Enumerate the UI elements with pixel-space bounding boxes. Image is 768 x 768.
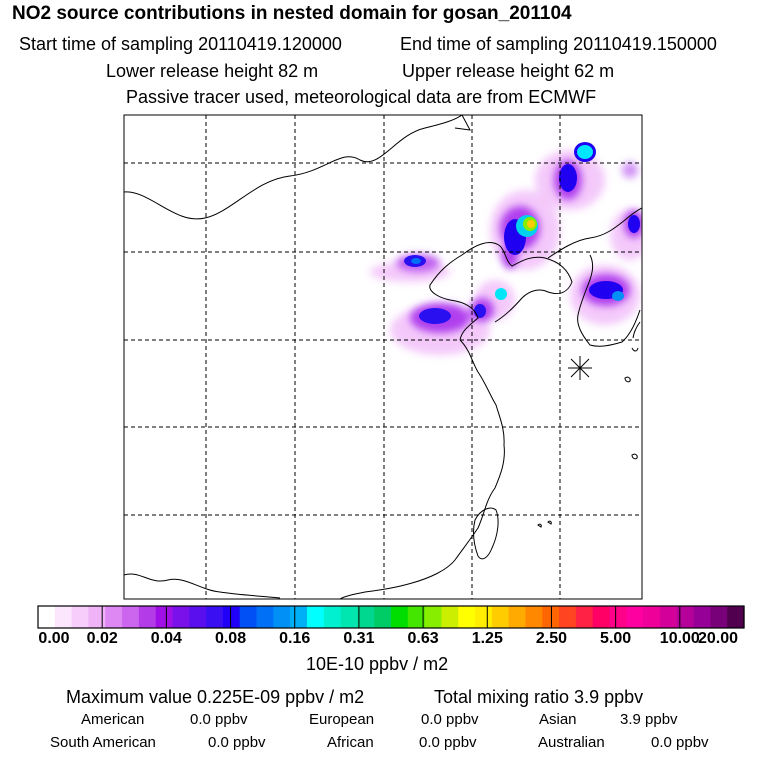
- region-african-label: African: [327, 734, 374, 751]
- colorbar-swatch: [424, 606, 443, 628]
- colorbar-frame: [37, 605, 745, 629]
- colorbar-swatch: [676, 606, 695, 628]
- region-south-american-value: 0.0 ppbv: [208, 734, 266, 751]
- total-mixing-ratio-label: Total mixing ratio 3.9 ppbv: [434, 687, 644, 707]
- colorbar-swatch: [458, 606, 476, 628]
- colorbar-swatch: [525, 606, 543, 628]
- colorbar-swatch: [323, 606, 342, 628]
- colorbar-swatch: [122, 606, 140, 628]
- colorbar-tick-label: 0.16: [279, 630, 311, 647]
- colorbar-swatch: [54, 606, 73, 628]
- colorbar-swatch: [559, 606, 577, 628]
- colorbar-swatch: [172, 606, 190, 628]
- region-american-value: 0.0 ppbv: [190, 711, 248, 728]
- colorbar-tick-label: 0.08: [214, 630, 247, 647]
- region-american-label: American: [81, 711, 145, 728]
- colorbar-tick-label: 5.00: [600, 630, 632, 647]
- colorbar-swatch: [189, 606, 207, 628]
- coastline-outline: [124, 115, 642, 599]
- colorbar-swatch: [340, 606, 358, 628]
- colorbar-dividers: [101, 606, 681, 628]
- upper-release-height-label: Upper release height 62 m: [402, 61, 615, 81]
- colorbar-swatch: [475, 606, 493, 628]
- lower-release-height-label: Lower release height 82 m: [106, 61, 319, 81]
- colorbar-swatch: [357, 606, 375, 628]
- colorbar-swatch: [508, 606, 527, 628]
- colorbar-units-label: 10E-10 ppbv / m2: [306, 654, 449, 674]
- colorbar-swatch: [626, 606, 644, 628]
- map-frame: [123, 114, 643, 600]
- colorbar-swatch: [273, 606, 291, 628]
- colorbar-swatch: [239, 606, 258, 628]
- colorbar-swatch: [727, 606, 745, 628]
- region-asian-value: 3.9 ppbv: [620, 711, 678, 728]
- colorbar-swatch: [592, 606, 611, 628]
- maximum-value-label: Maximum value 0.225E-09 ppbv / m2: [66, 687, 365, 707]
- region-asian-label: Asian: [539, 711, 577, 728]
- colorbar-swatch: [306, 606, 325, 628]
- receptor-star-icon: [568, 356, 592, 380]
- start-time-label: Start time of sampling 20110419.120000: [19, 34, 342, 54]
- colorbar-tick-label: 2.50: [535, 630, 568, 647]
- colorbar-swatch: [38, 606, 56, 628]
- colorbar-swatch: [138, 606, 157, 628]
- region-european-label: European: [309, 711, 375, 728]
- colorbar-swatch: [256, 606, 274, 628]
- region-african-value: 0.0 ppbv: [419, 734, 477, 751]
- region-european-value: 0.0 ppbv: [421, 711, 479, 728]
- colorbar-tick-label: 0.31: [343, 630, 375, 647]
- region-south-american-label: South American: [50, 734, 156, 751]
- colorbar-tick-label: 0.04: [150, 630, 182, 647]
- end-time-label: End time of sampling 20110419.150000: [400, 34, 717, 54]
- colorbar-swatch: [206, 606, 224, 628]
- colorbar-swatch: [575, 606, 594, 628]
- colorbar-swatch: [290, 606, 308, 628]
- colorbar-swatch: [105, 606, 123, 628]
- tracer-note-label: Passive tracer used, meteorological data…: [126, 87, 597, 107]
- colorbar-swatch: [441, 606, 459, 628]
- colorbar-swatch: [407, 606, 426, 628]
- colorbar-swatch: [222, 606, 241, 628]
- colorbar-tick-label: 0.02: [86, 630, 118, 647]
- region-australian-label: Australian: [538, 734, 605, 751]
- colorbar-swatch: [374, 606, 392, 628]
- colorbar-tick-label: 0.00: [38, 630, 70, 647]
- colorbar: [38, 606, 745, 628]
- colorbar-swatch: [643, 606, 661, 628]
- concentration-plume: [370, 142, 642, 355]
- graticule-grid: [124, 115, 642, 599]
- colorbar-tick-label: 20.00: [697, 630, 739, 647]
- colorbar-swatch: [155, 606, 174, 628]
- colorbar-swatch: [88, 606, 106, 628]
- colorbar-swatch: [609, 606, 627, 628]
- region-australian-value: 0.0 ppbv: [651, 734, 709, 751]
- colorbar-tick-label: 10.00: [659, 630, 700, 647]
- colorbar-tick-label: 0.63: [407, 630, 439, 647]
- colorbar-swatch: [693, 606, 711, 628]
- colorbar-swatch: [491, 606, 510, 628]
- colorbar-swatch: [659, 606, 678, 628]
- colorbar-tick-label: 1.25: [471, 630, 503, 647]
- colorbar-swatch: [391, 606, 409, 628]
- colorbar-swatch: [710, 606, 728, 628]
- colorbar-swatch: [71, 606, 90, 628]
- map-title: NO2 source contributions in nested domai…: [12, 3, 572, 24]
